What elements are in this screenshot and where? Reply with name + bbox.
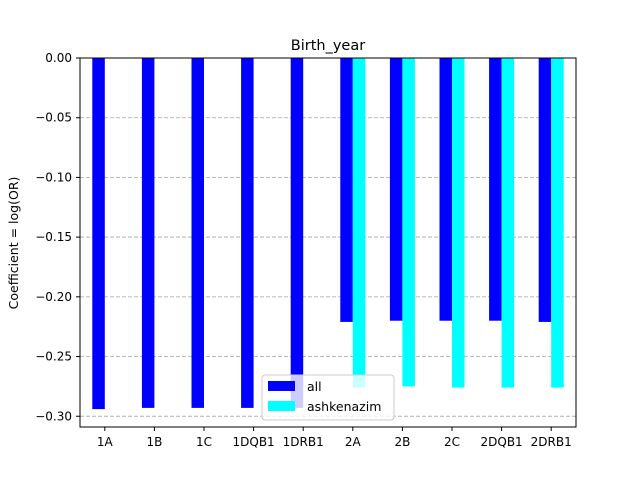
legend-swatch-ashkenazim (268, 401, 295, 411)
axes (79, 57, 577, 428)
x-tick-label: 1DQB1 (233, 435, 275, 449)
y-tick-label: −0.20 (35, 290, 72, 304)
chart-title: Birth_year (291, 38, 365, 54)
bar-ashkenazim-2DQB1 (501, 58, 515, 388)
y-tick-label: −0.10 (35, 170, 72, 184)
x-tick-label: 1C (196, 435, 212, 449)
bar-all-1C (191, 58, 204, 408)
x-tick-label: 2A (345, 435, 362, 449)
y-tick-label: 0.00 (45, 51, 72, 65)
y-tick-label: −0.15 (35, 230, 72, 244)
bar-all-2A (340, 58, 353, 322)
bar-all-1A (92, 58, 105, 410)
bar-all-2DRB1 (538, 58, 552, 322)
bars (92, 58, 564, 410)
y-axis-label: Coefficient = log(OR) (6, 177, 21, 310)
x-tick-label: 1A (97, 435, 114, 449)
bar-ashkenazim-2B (402, 58, 415, 387)
bar-all-2DQB1 (489, 58, 502, 321)
bar-all-2C (439, 58, 452, 321)
legend-label-ashkenazim: ashkenazim (307, 399, 381, 414)
x-tick-label: 1DRB1 (283, 435, 324, 449)
bar-ashkenazim-2A (352, 58, 366, 388)
bar-all-1B (141, 58, 155, 408)
bar-ashkenazim-2DRB1 (551, 58, 564, 388)
bar-all-1DQB1 (241, 58, 254, 408)
y-tick-label: −0.30 (35, 409, 72, 423)
plot-frame (79, 57, 577, 428)
x-ticks: 1A 1B 1C 1DQB1 1DRB1 2A 2B 2C 2DQB1 2DRB1 (97, 427, 572, 449)
legend-swatch-all (268, 381, 295, 391)
bar-all-1DRB1 (290, 58, 304, 408)
bar-ashkenazim-2C (452, 58, 465, 388)
legend: all ashkenazim (261, 374, 395, 421)
bar-all-2B (389, 58, 403, 321)
x-tick-label: 2B (394, 435, 410, 449)
legend-label-all: all (307, 379, 322, 394)
y-ticks: 0.00 −0.05 −0.10 −0.15 −0.20 −0.25 −0.30 (35, 51, 80, 423)
x-tick-label: 2DRB1 (531, 435, 572, 449)
y-tick-label: −0.25 (35, 350, 72, 364)
x-tick-label: 2DQB1 (481, 435, 523, 449)
y-tick-label: −0.05 (35, 111, 72, 125)
x-tick-label: 2C (444, 435, 460, 449)
x-tick-label: 1B (146, 435, 162, 449)
